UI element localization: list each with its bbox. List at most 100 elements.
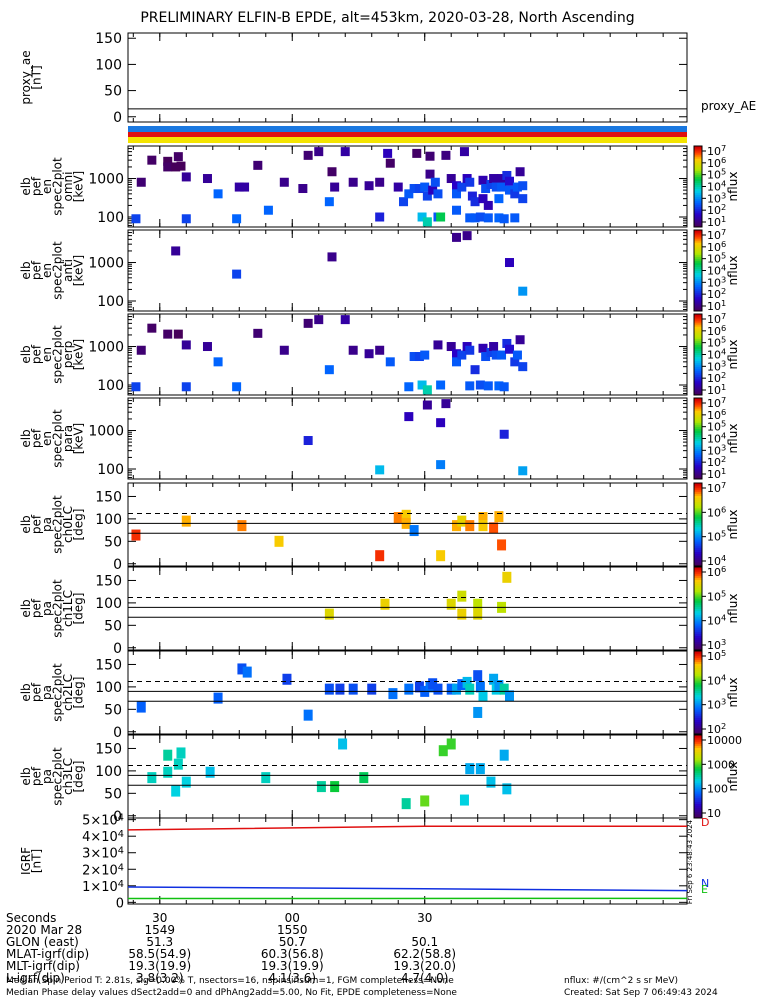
y-tick-label: 0 bbox=[113, 809, 122, 825]
colorbar-tick-label: 101 bbox=[707, 466, 726, 481]
colorbar-tick-label: 106 bbox=[707, 407, 726, 422]
spectrogram-cell bbox=[340, 147, 350, 157]
colorbar-segment bbox=[694, 528, 702, 532]
colorbar-segment bbox=[694, 166, 702, 169]
colorbar-segment bbox=[694, 444, 702, 448]
spectrogram-cell bbox=[163, 156, 173, 166]
colorbar-segment bbox=[694, 543, 702, 546]
footer-row-value: 50.7 bbox=[279, 935, 306, 949]
y-tick-label: 100 bbox=[95, 512, 122, 528]
colorbar-segment bbox=[694, 759, 702, 763]
spectrogram-cell bbox=[518, 362, 528, 372]
colorbar-segment bbox=[694, 583, 702, 587]
spectrogram-cell bbox=[433, 683, 443, 695]
panel-ylabel: pef bbox=[30, 344, 44, 364]
colorbar-segment bbox=[694, 753, 702, 757]
panel-plot-area bbox=[127, 825, 688, 900]
colorbar-segment bbox=[694, 414, 702, 417]
spectrogram-cell bbox=[478, 175, 488, 185]
spectrogram-cell bbox=[504, 344, 514, 354]
colorbar-segment bbox=[694, 440, 702, 444]
spectrogram-cell bbox=[465, 381, 475, 391]
spectrogram-cell bbox=[499, 683, 509, 695]
panel-frame bbox=[127, 32, 688, 123]
spectrogram-cell bbox=[324, 683, 334, 695]
colorbar-segment bbox=[694, 677, 702, 681]
colorbar-segment bbox=[694, 483, 702, 486]
colorbar-tick-label: 101 bbox=[707, 298, 726, 313]
colorbar-tick-label: 10 bbox=[707, 807, 721, 820]
colorbar-segment bbox=[694, 322, 702, 325]
colorbar-segment bbox=[694, 408, 702, 411]
colorbar-segment bbox=[694, 593, 702, 597]
colorbar-segment bbox=[694, 665, 702, 669]
panel-frame bbox=[127, 650, 688, 735]
colorbar-segment bbox=[694, 388, 702, 392]
y-tick-label: 1×104 bbox=[82, 879, 124, 895]
colorbar-segment bbox=[694, 356, 702, 360]
colorbar-segment bbox=[694, 815, 702, 819]
spectrogram-cell bbox=[465, 763, 475, 775]
panel-plot-area bbox=[128, 571, 687, 620]
colorbar-segment bbox=[694, 196, 702, 200]
panel-plot-area bbox=[128, 509, 687, 562]
panel-ylabel: proxy_ae bbox=[19, 50, 33, 104]
spectrogram-cell bbox=[475, 212, 485, 222]
colorbar-tick-label: 106 bbox=[707, 239, 726, 254]
colorbar-tick-label: 1000 bbox=[707, 758, 735, 771]
colorbar-segment bbox=[694, 725, 702, 729]
spectrogram-cell bbox=[303, 709, 313, 721]
spectrogram-cell bbox=[316, 781, 326, 793]
colorbar-segment bbox=[694, 252, 702, 255]
colorbar-segment bbox=[694, 206, 702, 210]
spectrogram-cell bbox=[475, 681, 485, 693]
colorbar-segment bbox=[694, 222, 702, 226]
colorbar-segment bbox=[694, 204, 702, 208]
panel-ylabel: pef bbox=[30, 514, 44, 534]
spectrogram-cell bbox=[486, 179, 496, 189]
spectrogram-cell bbox=[502, 338, 512, 348]
colorbar-segment bbox=[694, 382, 702, 386]
panel-ylabel: pef bbox=[30, 176, 44, 196]
spectrogram-cell bbox=[452, 189, 462, 199]
colorbar-tick-label: 105 bbox=[707, 167, 726, 182]
panel-ylabel: [keV] bbox=[72, 423, 86, 454]
spectrogram-cell bbox=[131, 529, 141, 541]
panel-ylabel: ch1LC bbox=[61, 590, 75, 627]
colorbar-segment bbox=[694, 707, 702, 710]
panel-ylabel: pa bbox=[40, 601, 54, 616]
colorbar-segment bbox=[694, 690, 702, 693]
colorbar-segment bbox=[694, 581, 702, 585]
spectrogram-cell bbox=[497, 174, 507, 184]
spectrogram-cell bbox=[181, 382, 191, 392]
spectrogram-cell bbox=[274, 535, 284, 547]
colorbar-segment bbox=[694, 218, 702, 222]
colorbar-segment bbox=[694, 629, 702, 632]
colorbar-segment bbox=[694, 362, 702, 366]
colorbar-segment bbox=[694, 400, 702, 403]
spectrogram-cell bbox=[163, 162, 173, 172]
colorbar-segment bbox=[694, 680, 702, 683]
spectrogram-cell bbox=[375, 550, 385, 562]
spectrogram-cell bbox=[446, 738, 456, 750]
colorbar-segment bbox=[694, 260, 702, 263]
colorbar-segment bbox=[694, 774, 702, 777]
colorbar-segment bbox=[694, 470, 702, 474]
colorbar-segment bbox=[694, 208, 702, 212]
colorbar-tick-label: 10000 bbox=[707, 734, 742, 747]
spectrogram-cell bbox=[385, 357, 395, 367]
panel-ylabel: [deg] bbox=[72, 509, 86, 541]
spectrogram-cell bbox=[173, 758, 183, 770]
spectrogram-cell bbox=[417, 212, 427, 222]
colorbar-segment bbox=[694, 770, 702, 773]
panel-ylabel: [keV] bbox=[72, 171, 86, 202]
spectrogram-cell bbox=[441, 399, 451, 409]
colorbar-segment bbox=[694, 274, 702, 278]
colorbar-segment bbox=[694, 472, 702, 476]
colorbar-segment bbox=[694, 418, 702, 421]
spectrogram-cell bbox=[510, 357, 520, 367]
colorbar-segment bbox=[694, 220, 702, 224]
spectrogram-cell bbox=[375, 345, 385, 355]
spectrogram-cell bbox=[131, 382, 141, 392]
colorbar-tick-label: 104 bbox=[707, 613, 726, 628]
